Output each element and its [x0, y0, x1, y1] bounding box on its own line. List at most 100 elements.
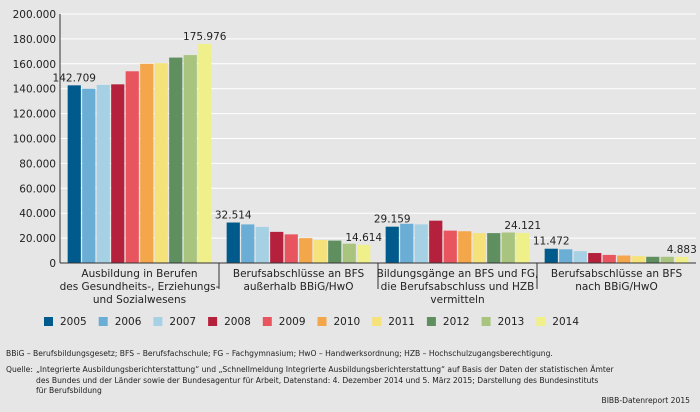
- y-tick-label: 140.000: [13, 84, 56, 96]
- bar: [559, 249, 573, 263]
- legend-swatch: [208, 317, 218, 326]
- category-label-line: Bildungsgänge an BFS und FG,: [377, 268, 539, 280]
- bar: [313, 239, 327, 263]
- bar: [400, 223, 414, 263]
- data-label: 11.472: [533, 236, 570, 248]
- category-label-line: Berufsabschlüsse an BFS: [233, 268, 365, 280]
- bar: [588, 253, 602, 263]
- y-axis: 0 20.000 40.000 60.000 80.000 100.000 120.000 1…: [13, 9, 56, 270]
- legend-label: 2013: [498, 316, 525, 328]
- bar: [96, 84, 110, 263]
- legend-swatch: [536, 317, 546, 326]
- category-label: Berufsabschlüsse an BFS außerhalb BBiG/Hw…: [233, 268, 365, 293]
- bar: [357, 244, 371, 263]
- bar: [385, 226, 399, 263]
- category-label: Ausbildung in Berufen des Gesundheits-, E…: [60, 268, 220, 306]
- bar-chart: 020.00040.00060.00080.000100.000120.0001…: [13, 9, 697, 328]
- legend-label: 2014: [552, 316, 579, 328]
- y-tick-label: 200.000: [13, 9, 56, 21]
- bar: [270, 231, 284, 263]
- y-tick-label: 20.000: [19, 233, 56, 245]
- legend-label: 2007: [169, 316, 196, 328]
- bar: [544, 248, 558, 263]
- source-line-1: Quelle: „Integrierte Ausbildungsberichter…: [6, 365, 696, 376]
- legend-swatch: [98, 317, 108, 326]
- bar: [140, 63, 154, 263]
- bar: [67, 85, 81, 263]
- bar: [328, 240, 342, 263]
- bar: [487, 233, 501, 263]
- category-label-line: Ausbildung in Berufen: [81, 268, 197, 280]
- data-label: 32.514: [215, 210, 252, 222]
- bar: [631, 256, 645, 263]
- data-label: 142.709: [53, 72, 96, 84]
- data-label: 14.614: [345, 232, 382, 244]
- bar: [183, 55, 197, 264]
- data-label: 24.121: [504, 220, 541, 232]
- legend-swatch: [262, 317, 272, 326]
- bar: [501, 232, 515, 263]
- bar: [617, 255, 631, 263]
- category-label: Bildungsgänge an BFS und FG, die Berufsab…: [377, 268, 539, 306]
- legend-label: 2011: [388, 316, 415, 328]
- y-tick-label: 0: [49, 258, 56, 270]
- bar: [646, 256, 660, 263]
- source-label: Quelle:: [6, 365, 33, 374]
- bar: [82, 88, 96, 263]
- y-tick-label: 100.000: [13, 134, 56, 146]
- legend-label: 2006: [115, 316, 142, 328]
- bar: [414, 224, 428, 263]
- credit: BIBB-Datenreport 2015: [601, 396, 690, 405]
- abbreviations-note: BBiG – Berufsbildungsgesetz; BFS – Beruf…: [6, 349, 553, 358]
- bar: [675, 256, 689, 263]
- y-tick-label: 40.000: [19, 208, 56, 220]
- category-label-line: und Sozialwesens: [93, 294, 186, 306]
- source-text-1: „Integrierte Ausbildungsberichterstattun…: [36, 365, 614, 374]
- category-label-line: vermitteln: [430, 294, 484, 306]
- y-tick-label: 80.000: [19, 158, 56, 170]
- y-tick-label: 160.000: [13, 59, 56, 71]
- category-label-line: Berufsabschlüsse an BFS: [551, 268, 683, 280]
- bar: [573, 251, 587, 263]
- legend-label: 2012: [443, 316, 470, 328]
- legend-label: 2005: [60, 316, 87, 328]
- category-label-line: des Gesundheits-, Erziehungs-: [60, 281, 220, 293]
- bar: [342, 243, 356, 263]
- data-labels: 142.709 175.976 32.514 14.614 29.159 24.121 11…: [53, 31, 697, 256]
- bars: [67, 43, 689, 264]
- data-label: 175.976: [183, 31, 227, 43]
- bar: [443, 230, 457, 263]
- y-tick-label: 180.000: [13, 34, 56, 46]
- data-label: 29.159: [374, 214, 411, 226]
- bar: [660, 256, 674, 263]
- legend-label: 2010: [334, 316, 361, 328]
- category-label-line: außerhalb BBiG/HwO: [243, 281, 353, 293]
- bar: [284, 234, 298, 263]
- bar: [602, 254, 616, 263]
- bar: [125, 71, 139, 264]
- bar: [154, 63, 168, 263]
- bar: [169, 57, 183, 264]
- legend-swatch: [481, 317, 491, 326]
- legend-label: 2008: [224, 316, 251, 328]
- legend: 2005 2006 2007 2008 2009 2010 2011 2012 2013 2014: [44, 316, 579, 328]
- legend-swatch: [426, 317, 436, 326]
- legend-swatch: [44, 317, 53, 326]
- bar: [111, 84, 125, 263]
- bar: [241, 224, 255, 263]
- x-axis-category-labels: Ausbildung in Berufen des Gesundheits-, E…: [60, 268, 683, 306]
- y-tick-label: 60.000: [19, 183, 56, 195]
- source-line-3: für Berufsbildung: [36, 386, 102, 395]
- category-label: Berufsabschlüsse an BFS nach BBiG/HwO: [551, 268, 683, 293]
- bar: [429, 220, 443, 263]
- source-line-2: des Bundes und der Länder sowie der Bund…: [36, 375, 599, 385]
- legend-swatch: [372, 317, 382, 326]
- bar: [198, 43, 212, 263]
- legend-swatch: [153, 317, 163, 326]
- legend-label: 2009: [279, 316, 306, 328]
- bar: [226, 222, 240, 263]
- y-tick-label: 120.000: [13, 109, 56, 121]
- bar: [516, 232, 530, 263]
- category-label-line: die Berufsabschluss und HZB: [381, 281, 535, 293]
- bar: [458, 231, 472, 263]
